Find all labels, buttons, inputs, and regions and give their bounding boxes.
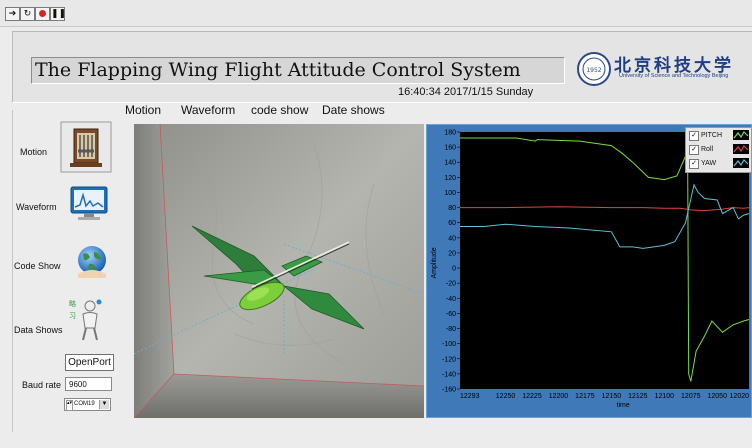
nav-data-shows-label[interactable]: Data Shows (14, 325, 63, 335)
pause-icon[interactable]: ❚❚ (50, 7, 67, 21)
university-name-cn: 北京科技大学 (614, 56, 734, 76)
nav-code-show-label[interactable]: Code Show (14, 261, 61, 271)
checkbox-yaw[interactable]: ✓ (689, 159, 699, 169)
x-tick-label: 12225 (522, 393, 542, 400)
x-tick-label: 12075 (681, 393, 701, 400)
legend-item-pitch[interactable]: ✓ PITCH (689, 130, 751, 142)
x-tick-label: 12175 (575, 393, 595, 400)
series-line-yaw (460, 183, 750, 249)
legend-label-pitch: PITCH (701, 132, 722, 139)
x-tick-label: 12200 (549, 393, 569, 400)
y-axis-label: Amplitude (431, 247, 438, 278)
3d-motion-view[interactable] (134, 124, 424, 418)
x-tick-label: 12293 (460, 393, 480, 400)
x-tick-label: 12125 (628, 393, 648, 400)
run-continuous-icon[interactable]: ↻ (20, 7, 35, 21)
y-tick-label: 40 (448, 235, 456, 242)
run-arrow-icon[interactable]: ➔ (5, 7, 20, 21)
svg-text:1952: 1952 (586, 67, 601, 74)
datetime-display: 16:40:34 2017/1/15 Sunday (398, 86, 534, 98)
com-port-select[interactable]: ▴▾ COM19 ▼ (64, 398, 111, 411)
flapping-wing-model (191, 225, 365, 330)
university-name-en: University of Science and Technology Bei… (619, 73, 729, 79)
legend-swatch-roll (733, 144, 749, 154)
baud-rate-input[interactable]: 9600 (65, 377, 112, 391)
legend-swatch-pitch (733, 130, 749, 140)
svg-text:习: 习 (69, 312, 76, 320)
tab-date-shows[interactable]: Date shows (322, 103, 385, 117)
checkbox-pitch[interactable]: ✓ (689, 131, 699, 141)
y-tick-label: -40 (446, 296, 456, 303)
globe-icon[interactable] (74, 244, 110, 280)
y-tick-label: 140 (444, 160, 456, 167)
waveform-chart[interactable]: 180 160 140 120 100 80 60 40 20 0 -20 -40 -60 -80 -100… (427, 125, 752, 418)
com-port-value: COM19 (74, 401, 95, 407)
y-tick-label: -160 (442, 387, 456, 394)
x-tick-label: 12020 (730, 393, 750, 400)
y-tick-label: -120 (442, 356, 456, 363)
person-icon[interactable]: 略 习 (66, 296, 106, 342)
checkbox-roll[interactable]: ✓ (689, 145, 699, 155)
series-line-pitch (460, 137, 750, 382)
y-tick-label: 80 (448, 205, 456, 212)
nav-waveform-label[interactable]: Waveform (16, 202, 57, 212)
y-tick-label: 160 (444, 145, 456, 152)
open-port-button[interactable]: OpenPort (65, 354, 114, 371)
tab-code-show[interactable]: code show (251, 103, 309, 117)
y-tick-label: 20 (448, 250, 456, 257)
svg-text:略: 略 (69, 299, 76, 308)
x-tick-label: 12100 (655, 393, 675, 400)
x-axis-label: time (617, 402, 630, 409)
x-tick-label: 12050 (708, 393, 728, 400)
chart-legend: ✓ PITCH ✓ Roll ✓ YAW (685, 127, 752, 173)
abort-icon[interactable] (35, 7, 50, 21)
chevron-down-icon[interactable]: ▼ (99, 400, 109, 409)
university-seal-logo: 1952 (577, 52, 611, 86)
legend-label-roll: Roll (701, 146, 714, 153)
legend-swatch-yaw (733, 158, 749, 168)
waveform-chart-panel: 180 160 140 120 100 80 60 40 20 0 -20 -40 -60 -80 -100… (426, 124, 752, 418)
legend-item-yaw[interactable]: ✓ YAW (689, 158, 751, 170)
toolbar: ➔ ↻ ❚❚ (0, 0, 752, 27)
page-title: The Flapping Wing Flight Attitude Contro… (31, 57, 565, 84)
baud-rate-label: Baud rate (22, 380, 62, 390)
y-tick-label: 60 (448, 220, 456, 227)
nav-motion-label[interactable]: Motion (20, 147, 48, 157)
y-tick-label: -100 (442, 341, 456, 348)
x-tick-label: 12250 (496, 393, 516, 400)
y-tick-label: 0 (452, 266, 456, 273)
y-tick-label: -80 (446, 326, 456, 333)
y-tick-label: -20 (446, 281, 456, 288)
port-spinner-icon[interactable]: ▴▾ (66, 400, 73, 411)
y-tick-label: -140 (442, 371, 456, 378)
waveform-icon[interactable] (68, 185, 110, 223)
y-tick-label: 100 (444, 190, 456, 197)
y-tick-label: -60 (446, 311, 456, 318)
y-tick-label: 120 (444, 175, 456, 182)
left-nav-panel (12, 110, 122, 432)
tab-motion[interactable]: Motion (125, 103, 162, 117)
legend-label-yaw: YAW (701, 160, 717, 167)
x-tick-label: 12150 (602, 393, 622, 400)
motion-icon[interactable] (60, 121, 112, 173)
tab-waveform[interactable]: Waveform (181, 103, 236, 117)
y-tick-label: 180 (444, 130, 456, 137)
legend-item-roll[interactable]: ✓ Roll (689, 144, 751, 156)
